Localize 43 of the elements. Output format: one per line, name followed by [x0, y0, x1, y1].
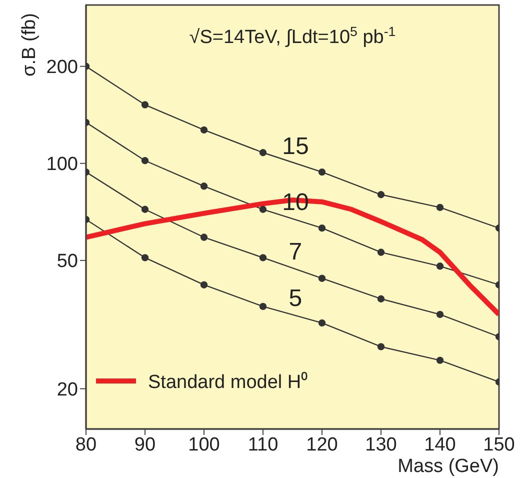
- point: [141, 101, 149, 108]
- point: [259, 302, 267, 310]
- annotation: 5: [288, 285, 302, 312]
- point: [200, 126, 208, 134]
- legend-label: Standard model H⁰: [148, 371, 308, 393]
- point: [259, 254, 267, 262]
- y-tick-label: 50: [56, 251, 78, 272]
- x-axis-title: Mass (GeV): [398, 456, 499, 477]
- point: [318, 224, 326, 232]
- point: [436, 204, 444, 212]
- y-tick-label: 100: [46, 154, 78, 176]
- point: [259, 149, 267, 156]
- y-tick-label: 20: [56, 379, 78, 400]
- point: [436, 310, 444, 318]
- point: [200, 281, 208, 288]
- point: [259, 206, 267, 213]
- point: [141, 157, 149, 164]
- point: [141, 254, 149, 262]
- y-axis-title: σ.B (fb): [18, 13, 40, 76]
- point: [377, 248, 385, 256]
- point: [377, 343, 385, 350]
- x-tick-label: 150: [483, 434, 515, 456]
- point: [141, 206, 149, 213]
- text: √S=14TeV, ∫Ldt=10$^{5}$ pb$^{-1}$: [189, 24, 396, 48]
- x-tick-label: 80: [75, 434, 97, 456]
- point: [200, 234, 208, 241]
- point: [318, 319, 326, 327]
- x-tick-label: 100: [188, 434, 220, 456]
- point: [200, 182, 208, 190]
- x-tick-label: 120: [306, 434, 338, 456]
- x-tick-label: 90: [134, 434, 156, 456]
- point: [377, 295, 385, 302]
- annotation: 15: [282, 132, 309, 160]
- point: [318, 274, 326, 282]
- x-tick-label: 130: [365, 434, 397, 456]
- point: [318, 168, 326, 176]
- y-tick-label: 200: [46, 57, 78, 78]
- x-tick-label: 140: [424, 434, 456, 456]
- point: [436, 356, 444, 364]
- point: [377, 191, 385, 198]
- point: [436, 262, 444, 270]
- x-tick-label: 110: [248, 434, 278, 456]
- annotation: 7: [288, 238, 302, 266]
